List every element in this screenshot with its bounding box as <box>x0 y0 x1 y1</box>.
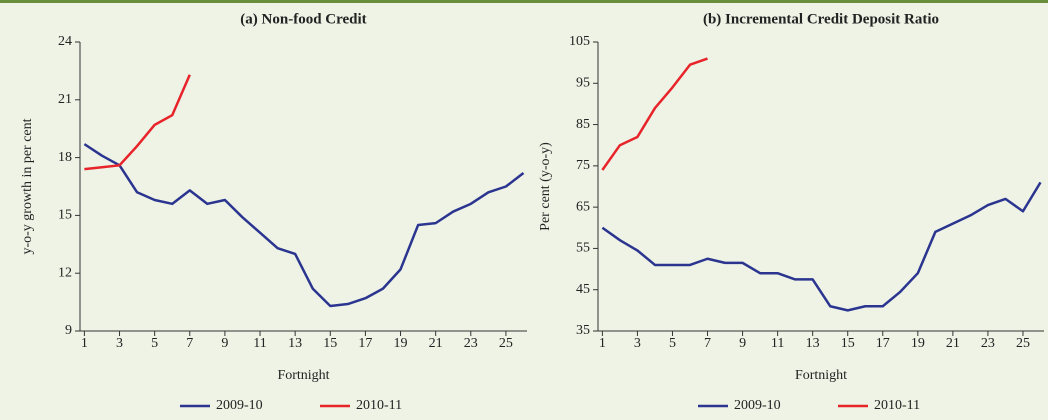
x-tick-label: 23 <box>464 336 478 351</box>
chart-title: (a) Non-food Credit <box>240 11 366 27</box>
y-tick-label: 45 <box>576 282 590 297</box>
x-tick-label: 25 <box>1016 336 1030 351</box>
y-tick-label: 55 <box>576 241 590 256</box>
x-tick-label: 13 <box>806 336 820 351</box>
legend-label: 2009-10 <box>734 398 781 413</box>
legend-label: 2010-11 <box>356 398 402 413</box>
data-line <box>601 57 708 171</box>
y-tick-label: 9 <box>65 323 72 338</box>
x-tick-label: 3 <box>116 336 123 351</box>
x-tick-label: 7 <box>186 336 193 351</box>
x-tick-label: 13 <box>288 336 302 351</box>
y-tick-label: 35 <box>576 323 590 338</box>
x-tick-label: 11 <box>771 336 784 351</box>
x-tick-label: 7 <box>704 336 711 351</box>
y-tick-label: 65 <box>576 199 590 214</box>
legend-label: 2009-10 <box>216 398 263 413</box>
x-tick-label: 11 <box>253 336 266 351</box>
top-border <box>0 0 1048 3</box>
x-tick-label: 1 <box>599 336 606 351</box>
y-tick-label: 24 <box>58 34 72 49</box>
legend-label: 2010-11 <box>874 398 920 413</box>
y-tick-label: 12 <box>58 265 72 280</box>
y-axis-label: y-o-y growth in per cent <box>20 118 35 254</box>
y-tick-label: 95 <box>576 76 590 91</box>
data-line <box>83 143 525 308</box>
x-tick-label: 17 <box>876 336 890 351</box>
x-tick-label: 19 <box>911 336 925 351</box>
x-axis-label: Fortnight <box>795 368 847 383</box>
chart-title: (b) Incremental Credit Deposit Ratio <box>703 11 939 27</box>
x-tick-label: 15 <box>841 336 855 351</box>
y-axis-label: Per cent (y-o-y) <box>538 142 553 231</box>
x-tick-label: 21 <box>429 336 443 351</box>
y-tick-label: 75 <box>576 158 590 173</box>
x-tick-label: 21 <box>946 336 960 351</box>
x-tick-label: 1 <box>81 336 88 351</box>
data-line <box>84 74 191 171</box>
x-tick-label: 23 <box>981 336 995 351</box>
x-tick-label: 25 <box>499 336 513 351</box>
y-tick-label: 85 <box>576 117 590 132</box>
x-tick-label: 9 <box>739 336 746 351</box>
x-tick-label: 5 <box>151 336 158 351</box>
y-tick-label: 15 <box>58 208 72 223</box>
x-tick-label: 3 <box>634 336 641 351</box>
y-tick-label: 18 <box>58 150 72 165</box>
y-tick-label: 105 <box>569 34 590 49</box>
x-axis-label: Fortnight <box>277 368 329 383</box>
x-tick-label: 17 <box>358 336 372 351</box>
data-line <box>601 181 1042 312</box>
x-tick-label: 15 <box>323 336 337 351</box>
y-tick-label: 21 <box>58 92 72 107</box>
x-tick-label: 5 <box>669 336 676 351</box>
x-tick-label: 9 <box>221 336 228 351</box>
x-tick-label: 19 <box>394 336 408 351</box>
